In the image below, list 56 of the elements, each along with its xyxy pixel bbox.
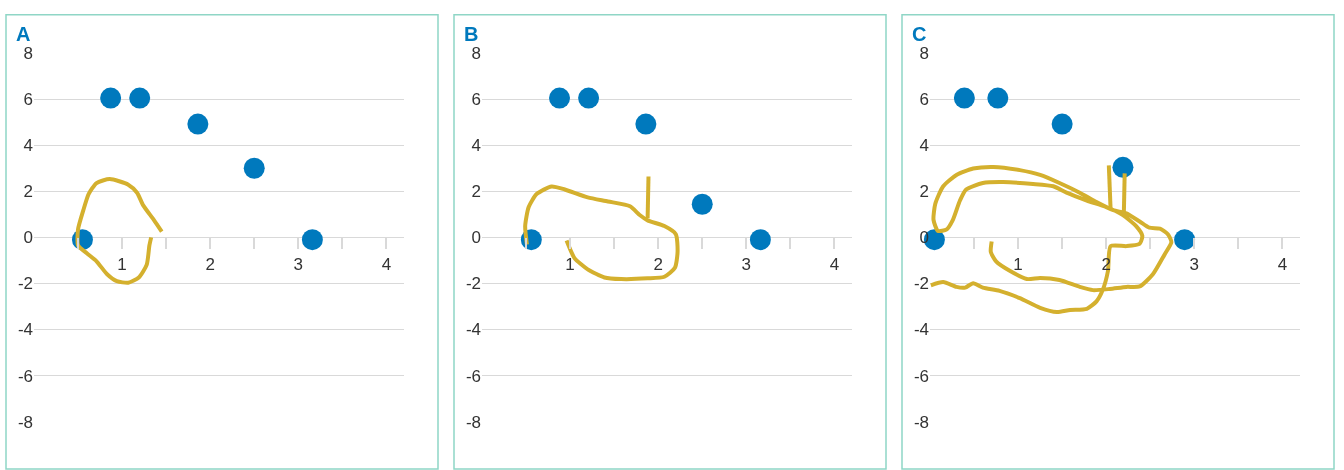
y-tick-label: -8 [17,412,33,432]
y-tick-label: 2 [471,182,481,202]
y-tick-label: -2 [465,274,481,294]
y-tick-label: 4 [23,136,33,156]
point [549,87,571,109]
y-tick-label: -4 [465,320,481,340]
y-tick-label: 8 [23,44,33,64]
y-tick-label: 4 [919,136,929,156]
y-tick-label: -8 [913,412,929,432]
point [749,229,771,251]
y-tick-label: 6 [471,90,481,110]
chart-title: B [464,23,479,45]
y-tick-label: 0 [919,228,929,248]
y-tick-label: 0 [23,228,33,248]
x-tick-label: 1 [1013,254,1023,274]
y-tick-label: 4 [471,136,481,156]
point [100,87,122,109]
x-tick-label: 1 [117,254,127,274]
chart-title: C [912,23,927,45]
point [301,229,323,251]
point [635,113,657,135]
point [243,157,265,179]
y-tick-label: 6 [919,90,929,110]
y-tick-label: 0 [471,228,481,248]
y-tick-label: 8 [471,44,481,64]
point [1174,229,1196,251]
x-tick-label: 3 [741,254,752,274]
x-tick-label: 2 [205,254,215,274]
point [578,87,600,109]
y-tick-label: -4 [913,320,929,340]
y-tick-label: -2 [17,274,33,294]
x-tick-label: 1 [565,254,575,274]
point [187,113,209,135]
point [129,87,151,109]
x-tick-label: 3 [1189,254,1200,274]
y-tick-label: -6 [913,366,929,386]
y-tick-label: -6 [17,366,33,386]
point [953,87,975,109]
x-tick-label: 4 [381,254,392,274]
y-tick-label: -2 [913,274,929,294]
chart-title: A [16,23,31,45]
point [691,193,713,215]
y-tick-label: 8 [919,44,929,64]
y-tick-label: -8 [465,412,481,432]
y-tick-label: 2 [23,182,33,202]
y-tick-label: 6 [23,90,33,110]
y-tick-label: -6 [465,366,481,386]
y-tick-label: 2 [919,182,929,202]
x-tick-label: 4 [829,254,840,274]
x-tick-label: 2 [653,254,663,274]
x-tick-label: 3 [293,254,304,274]
point [1051,113,1073,135]
x-tick-label: 4 [1277,254,1288,274]
y-tick-label: -4 [17,320,33,340]
point [987,87,1009,109]
point [1112,156,1134,178]
